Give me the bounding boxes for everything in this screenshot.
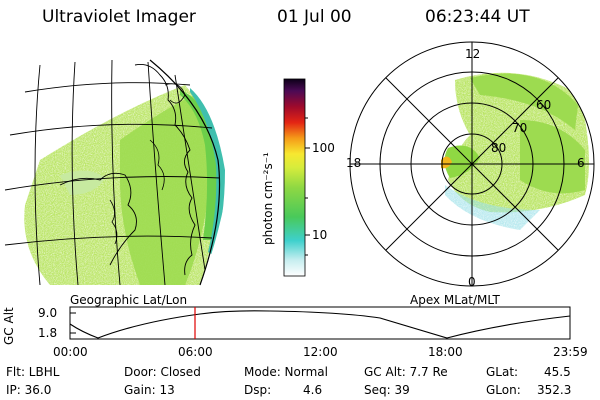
colorbar-tick-100: 100	[312, 141, 335, 155]
mlt-label-18: 18	[346, 156, 362, 170]
geographic-map	[4, 59, 225, 286]
mlat-label-60: 60	[536, 98, 552, 112]
status-door: Door: Closed	[124, 365, 201, 379]
colorbar	[283, 78, 310, 277]
status-flt: Flt: LBHL	[6, 365, 60, 379]
timeline-xtick-1800: 18:00	[428, 345, 463, 359]
timeline-ytick-9: 9.0	[38, 306, 58, 320]
timeline-xtick-0000: 00:00	[53, 345, 88, 359]
colorbar-unit-label: photon cm⁻²s⁻¹	[261, 152, 275, 245]
geographic-panel-label: Geographic Lat/Lon	[70, 293, 188, 307]
apex-panel-label: Apex MLat/MLT	[410, 293, 500, 307]
mlt-label-6: 6	[577, 156, 585, 170]
mlt-label-0: 0	[468, 275, 476, 289]
status-glat-value: 45.5	[544, 365, 571, 379]
aurora-image-polar	[441, 72, 589, 230]
mlat-label-80: 80	[491, 141, 507, 155]
aurora-image-geo	[24, 85, 225, 285]
timeline-xtick-0600: 06:00	[178, 345, 213, 359]
status-glon-label: GLon:	[486, 383, 521, 397]
status-seq: Seq: 39	[364, 383, 410, 397]
timeline-ylabel: GC Alt	[2, 307, 16, 345]
colorbar-tick-10: 10	[312, 228, 328, 242]
mlt-label-12: 12	[465, 47, 481, 61]
altitude-curve	[69, 310, 571, 339]
status-dsp-value: 4.6	[303, 383, 323, 397]
mlat-label-70: 70	[512, 121, 528, 135]
timeline-xtick-2359: 23:59	[553, 345, 588, 359]
timeline-ytick-1-8: 1.8	[38, 326, 58, 340]
instrument-title: Ultraviolet Imager	[42, 7, 196, 27]
polar-map	[349, 41, 595, 287]
status-mode: Mode: Normal	[244, 365, 328, 379]
status-glat-label: GLat:	[486, 365, 519, 379]
time-label: 06:23:44 UT	[425, 7, 530, 27]
date-label: 01 Jul 00	[277, 7, 352, 27]
status-glon-value: 352.3	[537, 383, 572, 397]
status-ip: IP: 36.0	[6, 383, 52, 397]
altitude-timeline	[69, 306, 571, 340]
status-dsp-label: Dsp:	[244, 383, 272, 397]
timeline-xtick-1200: 12:00	[303, 345, 338, 359]
status-gc-alt: GC Alt: 7.7 Re	[364, 365, 448, 379]
status-gain: Gain: 13	[124, 383, 175, 397]
